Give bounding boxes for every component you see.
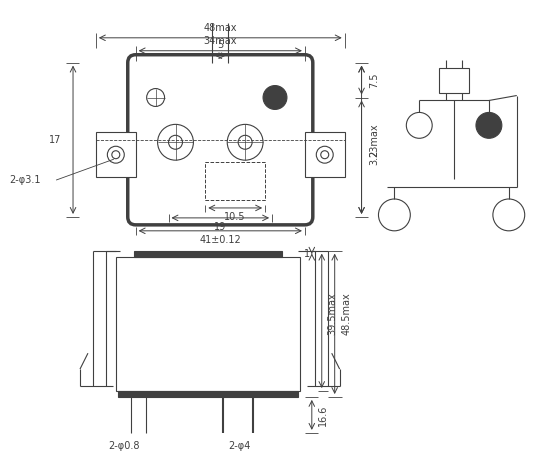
Circle shape — [108, 146, 124, 163]
Text: 2-φ3.1: 2-φ3.1 — [9, 175, 41, 185]
Bar — [116, 257, 300, 391]
Circle shape — [158, 125, 193, 160]
Text: 19: 19 — [214, 222, 226, 232]
Circle shape — [321, 151, 329, 159]
Bar — [439, 67, 469, 92]
Bar — [118, 391, 298, 397]
Text: 1: 1 — [304, 249, 310, 259]
Circle shape — [112, 151, 120, 159]
Text: 5: 5 — [217, 40, 223, 50]
Text: 39.5max: 39.5max — [328, 293, 338, 335]
Circle shape — [238, 135, 252, 149]
Circle shape — [169, 135, 182, 149]
Text: 48max: 48max — [204, 23, 237, 33]
Text: 23max: 23max — [369, 123, 379, 157]
Circle shape — [316, 146, 333, 163]
Text: 16.6: 16.6 — [318, 404, 328, 425]
Circle shape — [227, 125, 263, 160]
Circle shape — [476, 112, 502, 138]
Circle shape — [378, 199, 410, 231]
Text: 7.5: 7.5 — [369, 72, 379, 88]
Text: 48.5max: 48.5max — [341, 293, 352, 335]
Text: 41±0.12: 41±0.12 — [199, 235, 241, 245]
Text: 3.2: 3.2 — [369, 149, 379, 165]
Circle shape — [406, 112, 432, 138]
Text: 10.5: 10.5 — [225, 212, 246, 222]
Circle shape — [147, 88, 165, 106]
Bar — [96, 132, 136, 177]
Bar — [205, 162, 265, 200]
Text: 2-φ4: 2-φ4 — [228, 441, 251, 451]
FancyBboxPatch shape — [128, 55, 313, 225]
Circle shape — [493, 199, 525, 231]
Text: 34max: 34max — [204, 36, 237, 46]
Bar — [305, 132, 345, 177]
Text: 17: 17 — [49, 135, 61, 145]
Bar — [134, 251, 282, 257]
Text: 2-φ0.8: 2-φ0.8 — [108, 441, 139, 451]
Circle shape — [263, 86, 287, 110]
